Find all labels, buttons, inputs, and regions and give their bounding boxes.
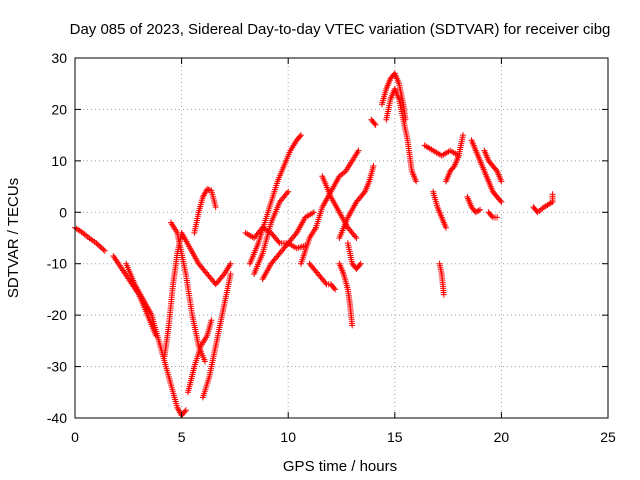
data-point xyxy=(208,317,215,324)
y-tick-label: -20 xyxy=(47,307,67,323)
data-point xyxy=(442,224,449,231)
data-point xyxy=(493,166,500,173)
data-point xyxy=(101,247,108,254)
data-point xyxy=(204,186,211,193)
data-point xyxy=(370,163,377,169)
y-tick-label: 30 xyxy=(51,50,67,66)
data-point xyxy=(371,120,378,127)
y-tick-label: 20 xyxy=(51,101,67,117)
data-point xyxy=(322,279,329,286)
y-tick-label: -30 xyxy=(47,359,67,375)
data-point xyxy=(296,133,303,140)
data-point xyxy=(357,260,364,267)
data-point xyxy=(349,322,356,329)
data-point xyxy=(498,178,505,185)
data-point xyxy=(352,233,359,240)
data-point xyxy=(331,285,338,292)
y-axis-label: SDTVAR / TECUs xyxy=(5,178,22,298)
data-point xyxy=(202,358,209,365)
axis-tick-labels: 0 5 10 15 20 25 -40 -30 -20 -10 0 10 20 30 xyxy=(47,50,616,445)
data-point xyxy=(477,206,484,213)
data-point xyxy=(285,188,292,195)
x-tick-label: 15 xyxy=(387,429,403,445)
data-point xyxy=(181,408,188,415)
data-point xyxy=(450,164,457,171)
data-point xyxy=(96,242,103,249)
x-tick-label: 5 xyxy=(178,429,186,445)
data-point xyxy=(205,186,212,193)
axis-ticks xyxy=(74,57,609,419)
data-point xyxy=(99,245,106,252)
data-point xyxy=(297,132,304,139)
data-point xyxy=(488,213,495,220)
data-point xyxy=(498,199,505,205)
data-point xyxy=(355,147,362,154)
data-point xyxy=(227,260,234,267)
data-point xyxy=(93,240,100,247)
data-point xyxy=(97,244,104,250)
data-point xyxy=(332,286,339,293)
data-point xyxy=(212,204,219,211)
data-point xyxy=(283,190,290,197)
data-point xyxy=(220,272,227,279)
data-point xyxy=(275,238,282,245)
data-point xyxy=(100,246,107,253)
data-point xyxy=(413,178,420,185)
data-point xyxy=(292,231,299,238)
y-tick-label: 10 xyxy=(51,153,67,169)
x-tick-label: 10 xyxy=(280,429,296,445)
data-point xyxy=(356,262,363,268)
x-tick-label: 0 xyxy=(71,429,79,445)
data-point xyxy=(372,121,379,128)
chart-title: Day 085 of 2023, Sidereal Day-to-day VTE… xyxy=(70,21,611,38)
data-point xyxy=(497,197,504,204)
data-point xyxy=(353,235,360,241)
plot-frame xyxy=(74,57,609,419)
data-point xyxy=(227,271,234,277)
data-point xyxy=(182,407,189,414)
x-axis-label: GPS time / hours xyxy=(283,458,397,475)
data-point xyxy=(494,214,501,221)
data-point xyxy=(475,207,482,214)
y-tick-label: 0 xyxy=(59,204,67,220)
data-point xyxy=(310,209,317,216)
x-tick-label: 25 xyxy=(600,429,616,445)
data-point xyxy=(94,241,101,248)
data-points xyxy=(72,70,556,419)
y-tick-label: -40 xyxy=(47,410,67,426)
data-point xyxy=(440,291,447,298)
data-point xyxy=(460,132,467,139)
data-point xyxy=(549,191,556,198)
y-tick-label: -10 xyxy=(47,256,67,272)
x-tick-label: 20 xyxy=(494,429,510,445)
data-point xyxy=(360,190,367,197)
